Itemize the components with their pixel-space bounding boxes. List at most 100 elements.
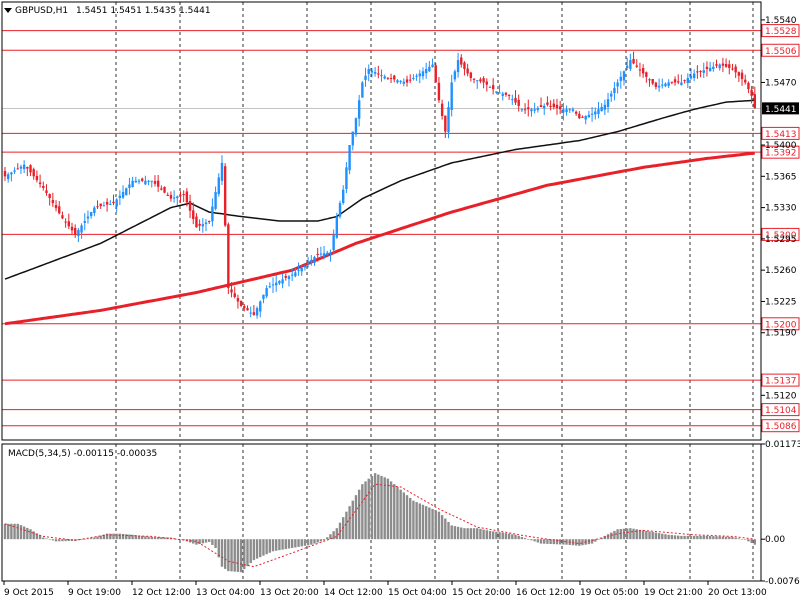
bear-candle-body: [208, 220, 211, 222]
macd-histogram-bar: [680, 535, 683, 540]
x-tick-label: 19 Oct 21:00: [644, 588, 703, 598]
bull-candle-body: [259, 301, 262, 312]
bear-candle-body: [38, 182, 42, 185]
bear-candle-body: [641, 67, 645, 74]
bear-candle-body: [482, 78, 485, 83]
bear-candle-body: [386, 77, 390, 79]
bull-candle-body: [271, 284, 275, 286]
bull-candle-body: [93, 207, 96, 214]
bull-candle-body: [137, 180, 141, 182]
macd-histogram-bar: [284, 539, 287, 550]
bear-candle-body: [635, 65, 638, 67]
macd-histogram-bar: [348, 506, 351, 540]
macd-histogram-bar: [594, 539, 597, 542]
bear-candle-body: [677, 81, 680, 83]
bear-candle-body: [673, 79, 677, 83]
macd-histogram-bar: [546, 539, 549, 544]
macd-histogram-bar: [54, 539, 58, 542]
bear-candle-body: [239, 300, 243, 306]
bull-candle-body: [428, 66, 431, 72]
macd-histogram-bar: [587, 539, 591, 545]
macd-histogram-bar: [89, 538, 93, 540]
x-tick-label: 13 Oct 20:00: [260, 588, 319, 598]
bear-candle-body: [724, 63, 728, 67]
bull-candle-body: [367, 69, 370, 74]
bear-candle-body: [96, 206, 99, 208]
macd-histogram-bar: [61, 539, 64, 542]
macd-histogram-bar: [227, 539, 230, 572]
bull-candle-body: [667, 82, 670, 86]
macd-histogram-bar: [558, 539, 562, 545]
macd-histogram-bar: [424, 506, 428, 540]
bull-candle-body: [268, 286, 272, 288]
bull-candle-body: [415, 75, 418, 77]
bull-candle-body: [424, 69, 428, 74]
bull-candle-body: [150, 180, 153, 182]
macd-histogram-bar: [692, 535, 696, 540]
chevron-down-icon[interactable]: [4, 8, 12, 13]
bear-candle-body: [42, 185, 45, 188]
macd-histogram-bar: [393, 484, 396, 540]
macd-histogram-bar: [396, 486, 399, 540]
bear-candle-body: [731, 68, 734, 70]
bear-candle-body: [507, 94, 511, 96]
bull-candle-body: [587, 114, 591, 118]
macd-histogram-bar: [523, 538, 527, 540]
macd-histogram-bar: [444, 518, 447, 540]
macd-histogram-bar: [606, 534, 610, 540]
macd-histogram-bar: [249, 539, 252, 564]
bull-candle-body: [447, 107, 450, 133]
bear-candle-body: [645, 72, 648, 77]
bear-candle-body: [405, 79, 409, 83]
macd-histogram-bar: [479, 528, 482, 540]
macd-histogram-bar: [539, 539, 543, 544]
bear-candle-body: [316, 253, 319, 255]
bull-candle-body: [619, 76, 623, 81]
macd-histogram-bar: [364, 481, 367, 540]
macd-histogram-bar: [664, 534, 667, 540]
macd-histogram-bar: [300, 539, 303, 547]
bull-candle-body: [281, 279, 284, 284]
bull-candle-body: [488, 86, 492, 88]
bull-candle-body: [664, 83, 667, 87]
macd-histogram-bar: [651, 532, 654, 540]
macd-histogram-bar: [255, 539, 259, 559]
macd-histogram-bar: [488, 530, 492, 540]
bull-candle-body: [326, 252, 329, 255]
bull-candle-body: [520, 109, 524, 111]
bear-candle-body: [539, 105, 543, 108]
macd-histogram-bar: [290, 539, 294, 548]
macd-histogram-bar: [514, 534, 517, 540]
bear-candle-body: [252, 312, 256, 315]
bull-candle-body: [498, 92, 501, 94]
bear-candle-body: [753, 94, 757, 109]
bear-candle-body: [67, 221, 71, 227]
macd-histogram-bar: [734, 537, 737, 540]
macd-histogram-bar: [16, 523, 19, 540]
bear-candle-body: [574, 111, 578, 114]
macd-histogram-bar: [476, 528, 479, 540]
x-tick-label: 15 Oct 04:00: [388, 588, 447, 598]
macd-histogram-bar: [696, 535, 699, 540]
bull-candle-body: [262, 294, 265, 299]
level-badge: [761, 317, 800, 331]
bear-candle-body: [699, 71, 702, 73]
bull-candle-body: [361, 82, 364, 98]
macd-histogram-bar: [380, 475, 383, 540]
bear-candle-body: [472, 78, 476, 80]
x-tick-label: 9 Oct 2015: [4, 588, 54, 598]
bull-candle-body: [220, 162, 224, 181]
bull-candle-body: [708, 67, 712, 72]
macd-histogram-bar: [118, 533, 122, 540]
bull-candle-body: [606, 99, 610, 107]
macd-histogram-bar: [543, 539, 546, 544]
macd-signal-line: [4, 483, 755, 568]
macd-histogram-bar: [485, 530, 488, 540]
bull-candle-body: [265, 288, 268, 297]
bear-candle-body: [737, 72, 741, 76]
macd-histogram-bar: [105, 533, 109, 540]
y-tick-label: 1.5190: [765, 329, 797, 339]
macd-histogram-bar: [275, 539, 278, 551]
